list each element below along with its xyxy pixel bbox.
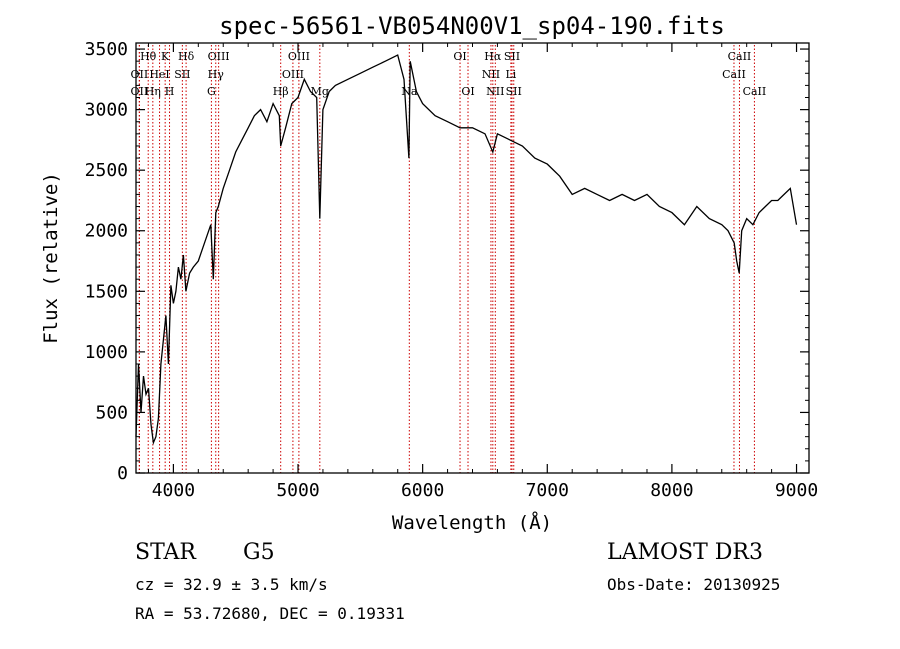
line-label-14: NII xyxy=(482,68,500,81)
x-tick-label-6000: 6000 xyxy=(401,480,444,501)
line-label-5: OI xyxy=(453,50,466,63)
line-label-4: OIII xyxy=(288,50,310,63)
ra-dec: RA = 53.72680, DEC = 0.19331 xyxy=(135,604,405,623)
y-tick-label-1500: 1500 xyxy=(85,281,128,302)
line-label-22: Mg xyxy=(311,85,329,98)
object-type: STAR xyxy=(135,540,196,565)
redshift-cz: cz = 32.9 ± 3.5 km/s xyxy=(135,575,328,594)
line-label-20: G xyxy=(207,85,216,98)
y-axis-label: Flux (relative) xyxy=(40,172,62,344)
x-tick-label-4000: 4000 xyxy=(152,480,195,501)
line-label-27: CaII xyxy=(743,85,767,98)
line-label-1: K xyxy=(161,50,170,63)
line-label-9: OII xyxy=(131,68,149,81)
line-label-24: OI xyxy=(461,85,474,98)
line-label-15: Li xyxy=(505,68,516,81)
y-axis-ticks: 0 500 1000 1500 2000 2500 3000 3500 xyxy=(85,39,809,484)
x-tick-label-9000: 9000 xyxy=(775,480,818,501)
line-label-10: HeI xyxy=(149,68,169,81)
line-label-6: Hα xyxy=(484,50,502,63)
line-label-17: OII xyxy=(131,85,149,98)
spectrum-line xyxy=(135,54,798,446)
y-tick-label-0: 0 xyxy=(117,463,128,484)
plot-frame xyxy=(135,42,810,474)
line-label-12: Hγ xyxy=(208,68,225,81)
y-tick-label-2000: 2000 xyxy=(85,221,128,242)
line-label-13: OIII xyxy=(282,68,304,81)
y-tick-label-3000: 3000 xyxy=(85,100,128,121)
x-axis-ticks: 4000 5000 6000 7000 8000 9000 xyxy=(147,43,818,501)
y-tick-label-2500: 2500 xyxy=(85,160,128,181)
y-tick-label-1000: 1000 xyxy=(85,342,128,363)
x-tick-label-8000: 8000 xyxy=(650,480,693,501)
line-label-25: NII xyxy=(486,85,504,98)
x-tick-label-5000: 5000 xyxy=(276,480,319,501)
line-label-19: H xyxy=(165,85,175,98)
line-label-2: Hδ xyxy=(178,50,195,63)
survey-name: LAMOST DR3 xyxy=(607,540,763,565)
x-tick-label-7000: 7000 xyxy=(526,480,569,501)
line-label-11: SII xyxy=(174,68,190,81)
line-label-0: Hθ xyxy=(140,50,157,63)
line-label-3: OIII xyxy=(208,50,230,63)
spectral-line-markers xyxy=(138,45,755,473)
x-axis-label: Wavelength (Å) xyxy=(392,511,552,534)
y-tick-label-3500: 3500 xyxy=(85,39,128,60)
line-label-21: Hβ xyxy=(273,85,289,98)
chart-title: spec-56561-VB054N00V1_sp04-190.fits xyxy=(219,12,725,40)
line-label-7: SII xyxy=(504,50,520,63)
observation-date: Obs-Date: 20130925 xyxy=(607,575,781,594)
line-label-18: Hη xyxy=(145,85,161,98)
line-label-8: CaII xyxy=(728,50,752,63)
line-label-26: SII xyxy=(506,85,522,98)
object-subclass: G5 xyxy=(243,540,275,565)
line-label-16: CaII xyxy=(722,68,746,81)
y-tick-label-500: 500 xyxy=(95,402,128,423)
